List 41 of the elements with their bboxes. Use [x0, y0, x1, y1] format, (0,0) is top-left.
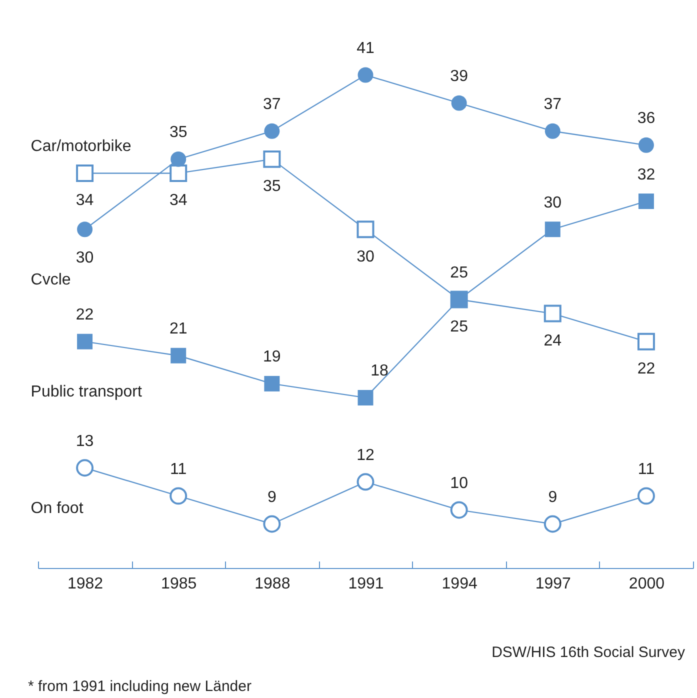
x-tick-label: 1988	[254, 576, 290, 592]
data-label: 10	[450, 474, 468, 492]
series-label: On foot	[30, 500, 84, 517]
data-label: 24	[544, 332, 562, 350]
data-label: 37	[263, 96, 281, 114]
x-tick-label: 1991	[348, 576, 384, 592]
data-label: 18	[370, 362, 388, 380]
data-label: 41	[356, 40, 374, 57]
text: Public transport	[30, 384, 143, 401]
data-label: 34	[169, 192, 188, 210]
text: DSW/HIS 16th Social Survey	[492, 644, 685, 661]
x-tick-label: 1982	[67, 576, 104, 592]
data-label: 21	[169, 320, 188, 338]
data-label: 12	[356, 446, 374, 464]
text: * from 1991 including new Länder	[28, 678, 252, 695]
data-label: 9	[267, 489, 276, 506]
data-label: 11	[170, 460, 187, 478]
data-label: 37	[544, 96, 562, 114]
data-label: 25	[450, 264, 468, 282]
data-label: 30	[544, 194, 562, 212]
text: Cvcle	[30, 271, 71, 288]
x-tick-label: 1994	[442, 576, 478, 592]
data-label: 19	[263, 348, 281, 366]
data-label: 22	[76, 306, 94, 324]
data-label: 35	[169, 124, 188, 142]
data-label: 34	[76, 192, 94, 210]
data-label: 9	[548, 489, 558, 506]
data-label: 11	[638, 460, 655, 478]
x-tick-label: 2000	[628, 576, 665, 592]
data-label: 39	[450, 68, 468, 86]
x-tick-label: 1997	[535, 576, 572, 592]
series-label: Car/motorbike	[30, 138, 132, 156]
data-label: 36	[637, 110, 656, 128]
data-label: 35	[263, 178, 281, 196]
x-tick-label: 1985	[161, 576, 197, 592]
data-label: 30	[76, 249, 94, 266]
data-label: 13	[76, 432, 94, 450]
data-label: 25	[450, 318, 468, 336]
data-label: 32	[637, 166, 656, 184]
data-label: 30	[356, 248, 374, 266]
data-label: 22	[637, 360, 656, 378]
